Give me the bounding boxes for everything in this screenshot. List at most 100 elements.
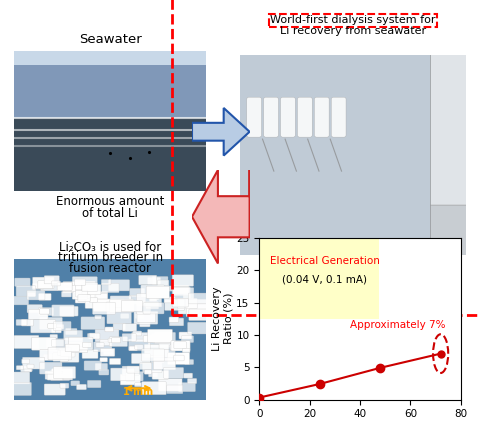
FancyBboxPatch shape: [134, 312, 158, 324]
FancyBboxPatch shape: [104, 349, 113, 355]
FancyBboxPatch shape: [85, 298, 104, 308]
FancyBboxPatch shape: [93, 302, 115, 314]
FancyBboxPatch shape: [101, 280, 111, 285]
FancyBboxPatch shape: [16, 286, 36, 296]
FancyBboxPatch shape: [172, 298, 188, 307]
FancyBboxPatch shape: [57, 283, 72, 291]
FancyBboxPatch shape: [16, 366, 24, 370]
FancyBboxPatch shape: [135, 314, 144, 318]
Text: 1 mm: 1 mm: [123, 387, 153, 397]
FancyBboxPatch shape: [179, 382, 195, 392]
FancyBboxPatch shape: [59, 348, 75, 357]
FancyBboxPatch shape: [0, 9, 264, 149]
FancyBboxPatch shape: [0, 118, 264, 233]
FancyBboxPatch shape: [53, 353, 69, 361]
FancyBboxPatch shape: [28, 309, 48, 320]
FancyBboxPatch shape: [137, 312, 156, 323]
FancyBboxPatch shape: [314, 97, 329, 137]
FancyBboxPatch shape: [31, 320, 56, 333]
FancyBboxPatch shape: [60, 352, 79, 362]
FancyBboxPatch shape: [137, 307, 151, 314]
FancyBboxPatch shape: [60, 350, 72, 356]
FancyBboxPatch shape: [163, 368, 183, 378]
FancyBboxPatch shape: [172, 0, 480, 315]
FancyBboxPatch shape: [27, 290, 45, 300]
FancyBboxPatch shape: [105, 327, 114, 332]
FancyBboxPatch shape: [185, 360, 193, 365]
FancyBboxPatch shape: [123, 324, 137, 331]
Text: Enormous amount: Enormous amount: [56, 196, 165, 208]
FancyBboxPatch shape: [95, 294, 107, 300]
FancyBboxPatch shape: [68, 343, 87, 353]
FancyBboxPatch shape: [148, 278, 160, 284]
FancyBboxPatch shape: [182, 348, 190, 353]
FancyBboxPatch shape: [65, 344, 79, 352]
FancyBboxPatch shape: [121, 300, 143, 312]
Text: World-first dialysis system for: World-first dialysis system for: [270, 15, 435, 26]
FancyBboxPatch shape: [169, 317, 179, 322]
FancyBboxPatch shape: [172, 288, 194, 299]
FancyBboxPatch shape: [129, 295, 145, 304]
FancyBboxPatch shape: [103, 299, 124, 310]
FancyBboxPatch shape: [189, 293, 209, 304]
FancyBboxPatch shape: [126, 371, 143, 381]
FancyBboxPatch shape: [50, 370, 70, 380]
FancyBboxPatch shape: [170, 345, 179, 350]
FancyBboxPatch shape: [120, 374, 140, 385]
FancyBboxPatch shape: [82, 283, 98, 292]
FancyBboxPatch shape: [151, 356, 164, 363]
FancyBboxPatch shape: [173, 285, 189, 294]
FancyBboxPatch shape: [139, 275, 156, 285]
FancyBboxPatch shape: [148, 372, 157, 377]
FancyBboxPatch shape: [140, 321, 150, 327]
FancyBboxPatch shape: [152, 334, 169, 343]
FancyBboxPatch shape: [168, 353, 190, 365]
FancyBboxPatch shape: [153, 349, 175, 361]
FancyBboxPatch shape: [58, 350, 67, 356]
FancyBboxPatch shape: [87, 333, 96, 338]
FancyBboxPatch shape: [51, 328, 61, 333]
FancyBboxPatch shape: [130, 288, 144, 296]
FancyBboxPatch shape: [120, 314, 129, 318]
FancyBboxPatch shape: [72, 277, 97, 290]
FancyBboxPatch shape: [158, 379, 182, 391]
FancyBboxPatch shape: [84, 361, 102, 370]
FancyBboxPatch shape: [133, 331, 142, 336]
FancyBboxPatch shape: [167, 385, 183, 394]
FancyBboxPatch shape: [107, 311, 132, 324]
FancyBboxPatch shape: [129, 339, 150, 351]
FancyBboxPatch shape: [145, 302, 158, 309]
FancyBboxPatch shape: [171, 341, 190, 351]
FancyBboxPatch shape: [178, 298, 197, 309]
FancyBboxPatch shape: [32, 337, 56, 350]
FancyBboxPatch shape: [48, 347, 72, 360]
FancyBboxPatch shape: [12, 296, 29, 305]
FancyBboxPatch shape: [95, 363, 108, 370]
FancyBboxPatch shape: [110, 296, 131, 307]
FancyBboxPatch shape: [164, 297, 175, 303]
FancyBboxPatch shape: [82, 350, 98, 358]
FancyBboxPatch shape: [77, 384, 86, 390]
FancyBboxPatch shape: [172, 275, 193, 286]
FancyBboxPatch shape: [52, 305, 74, 317]
FancyBboxPatch shape: [39, 309, 49, 314]
FancyBboxPatch shape: [100, 348, 115, 356]
FancyBboxPatch shape: [88, 292, 108, 302]
FancyBboxPatch shape: [27, 305, 42, 313]
FancyBboxPatch shape: [132, 354, 150, 363]
Text: Electrical Generation: Electrical Generation: [270, 255, 380, 266]
FancyBboxPatch shape: [129, 346, 137, 351]
FancyBboxPatch shape: [174, 287, 190, 295]
FancyBboxPatch shape: [0, 65, 264, 191]
FancyBboxPatch shape: [113, 323, 125, 330]
FancyBboxPatch shape: [89, 298, 97, 302]
FancyBboxPatch shape: [348, 33, 480, 205]
FancyBboxPatch shape: [16, 320, 27, 326]
FancyBboxPatch shape: [247, 97, 262, 137]
Text: Li recovery from seawater: Li recovery from seawater: [280, 26, 426, 36]
Text: Approximately 7%: Approximately 7%: [350, 320, 445, 330]
FancyBboxPatch shape: [33, 283, 43, 289]
FancyBboxPatch shape: [331, 97, 346, 137]
FancyBboxPatch shape: [53, 367, 75, 378]
FancyBboxPatch shape: [261, 238, 379, 319]
